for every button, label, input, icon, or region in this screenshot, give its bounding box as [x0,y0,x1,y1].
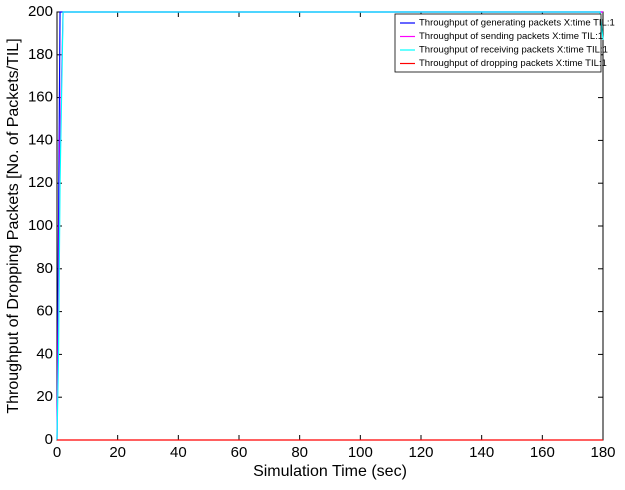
x-tick-label: 140 [469,444,494,461]
y-tick-label: 180 [28,46,53,63]
x-tick-label: 100 [348,444,373,461]
x-tick-label: 120 [408,444,433,461]
legend-label: Throughput of generating packets X:time … [419,18,615,29]
y-tick-label: 80 [36,260,53,277]
y-tick-label: 160 [28,89,53,106]
y-tick-label: 60 [36,303,53,320]
y-tick-label: 40 [36,345,53,362]
x-tick-label: 40 [170,444,187,461]
x-axis-label: Simulation Time (sec) [253,463,407,480]
x-tick-label: 20 [109,444,126,461]
legend-box [394,13,602,73]
y-axis-label: Throughput of Dropping Packets [No. of P… [5,38,22,413]
x-tick-label: 80 [291,444,308,461]
y-tick-label: 20 [36,388,53,405]
y-tick-label: 200 [28,3,53,20]
legend-label: Throughput of sending packets X:time TIL… [419,31,603,42]
y-tick-label: 100 [28,217,53,234]
x-tick-label: 60 [231,444,248,461]
x-tick-label: 0 [53,444,61,461]
legend: Throughput of generating packets X:time … [394,13,615,73]
x-tick-label: 180 [590,444,615,461]
y-tick-label: 140 [28,131,53,148]
y-tick-label: 0 [45,431,53,448]
plot-area [56,11,604,441]
legend-label: Throughput of dropping packets X:time TI… [419,58,607,69]
y-tick-label: 120 [28,174,53,191]
legend-label: Throughput of receiving packets X:time T… [419,45,608,56]
x-tick-label: 160 [530,444,555,461]
